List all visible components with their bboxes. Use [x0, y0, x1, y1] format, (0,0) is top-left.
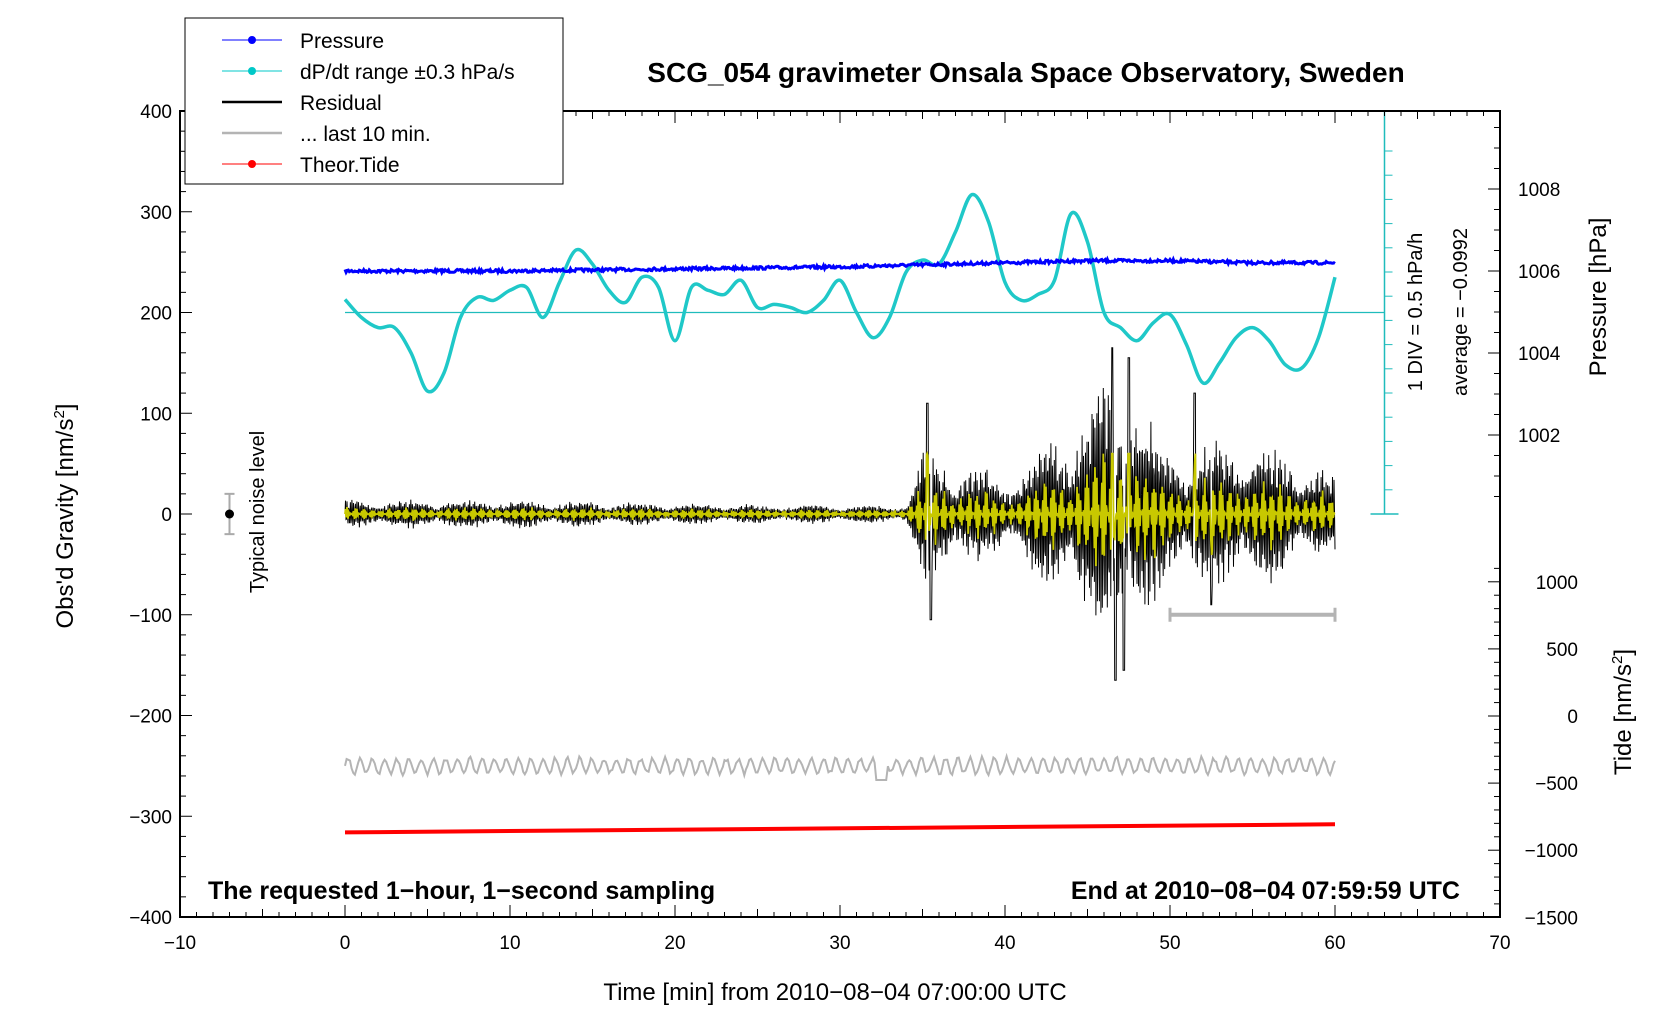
dpdt-average-label: average = −0.0992	[1450, 228, 1472, 396]
y-tick-label-tide: 0	[1567, 707, 1578, 728]
series-residual-smoothed	[344, 450, 1336, 567]
y-tick-label-left: 100	[140, 404, 172, 425]
y-tick-label-tide: 500	[1546, 640, 1578, 661]
legend-item-tide: Theor.Tide	[222, 154, 400, 177]
y-tick-label-pressure: 1004	[1518, 344, 1561, 365]
y-axis-label-tide-end: ]	[1610, 649, 1637, 656]
x-tick-label: 70	[1489, 933, 1510, 954]
y-tick-label-pressure: 1008	[1518, 180, 1560, 201]
sampling-annotation: The requested 1−hour, 1−second sampling	[208, 877, 715, 905]
y-tick-label-left: −400	[129, 908, 172, 929]
x-tick-label: 50	[1159, 933, 1180, 954]
y-tick-label-pressure: 1006	[1518, 262, 1560, 283]
series-pressure	[343, 255, 1336, 277]
y-axis-label-gravity: Obs'd Gravity [nm/s2]	[51, 404, 79, 629]
end-time-annotation: End at 2010−08−04 07:59:59 UTC	[1071, 877, 1460, 905]
y-tick-label-tide: −500	[1535, 774, 1578, 795]
legend-item-last10: ... last 10 min.	[222, 123, 431, 146]
x-tick-label: 30	[829, 933, 850, 954]
y-axis-label-gravity-end: ]	[52, 404, 79, 411]
x-tick-label: 10	[499, 933, 520, 954]
x-tick-label: 60	[1324, 933, 1345, 954]
x-axis-label: Time [min] from 2010−08−04 07:00:00 UTC	[603, 979, 1066, 1006]
x-tick-label: 0	[340, 933, 351, 954]
y-tick-label-left: 200	[140, 304, 172, 325]
y-axis-label-pressure: Pressure [hPa]	[1585, 218, 1612, 377]
dpdt-scale-label: 1 DIV = 0.5 hPa/h	[1405, 233, 1427, 391]
legend-label-tide: Theor.Tide	[300, 154, 400, 177]
noise-level-point	[225, 509, 234, 519]
y-tick-label-left: −100	[129, 606, 172, 627]
y-tick-label-left: 300	[140, 203, 172, 224]
legend-item-pressure: Pressure	[222, 30, 384, 53]
y-tick-label-left: −300	[129, 807, 172, 828]
y-tick-label-left: −200	[129, 707, 172, 728]
legend-dot-pressure	[248, 36, 256, 44]
legend-item-residual: Residual	[222, 92, 382, 115]
y-axis-label-tide: Tide [nm/s2]	[1609, 649, 1637, 775]
y-axis-label-tide-main: Tide [nm/s	[1610, 664, 1637, 775]
y-axis-label-gravity-main: Obs'd Gravity [nm/s	[52, 419, 79, 629]
y-tick-label-pressure: 1002	[1518, 426, 1560, 447]
y-tick-label-tide: −1500	[1525, 908, 1578, 929]
legend-dot-dpdt	[248, 67, 256, 75]
y-axis-label-tide-sup: 2	[1609, 656, 1626, 664]
series-last10	[344, 752, 1336, 781]
legend-label-pressure: Pressure	[300, 30, 384, 53]
legend-dot-tide	[248, 160, 256, 168]
x-tick-label: 40	[994, 933, 1015, 954]
y-tick-label-tide: −1000	[1525, 841, 1578, 862]
legend-label-residual: Residual	[300, 92, 382, 115]
series-tide	[344, 822, 1336, 835]
y-tick-label-tide: 1000	[1536, 573, 1578, 594]
x-tick-label: −10	[164, 933, 196, 954]
y-tick-label-left: 400	[140, 102, 172, 123]
series-dpdt	[343, 192, 1337, 394]
legend-label-dpdt: dP/dt range ±0.3 hPa/s	[300, 61, 515, 84]
x-tick-label: 20	[664, 933, 685, 954]
y-tick-label-left: 0	[161, 505, 172, 526]
legend-item-dpdt: dP/dt range ±0.3 hPa/s	[222, 61, 515, 84]
noise-level-label: Typical noise level	[247, 431, 269, 593]
chart-title: SCG_054 gravimeter Onsala Space Observat…	[647, 57, 1404, 88]
legend-label-last10: ... last 10 min.	[300, 123, 431, 146]
y-axis-label-gravity-sup: 2	[51, 410, 68, 418]
traces-layer	[224, 111, 1399, 835]
legend: Pressure dP/dt range ±0.3 hPa/s Residual…	[184, 17, 564, 185]
